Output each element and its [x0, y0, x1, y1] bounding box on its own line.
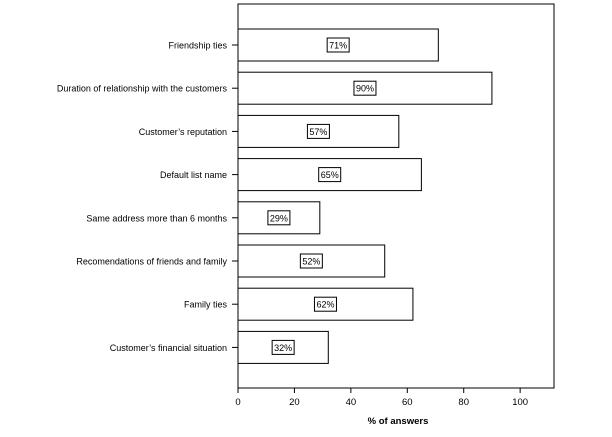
bar-group: 65% [237, 158, 422, 192]
category-labels: Friendship ties Duration of relationship … [57, 41, 238, 353]
data-label: 62% [316, 300, 334, 310]
bars-layer: 71% 90% 57% 65% 29% 52% 62% 32% [237, 28, 493, 364]
data-label-box [299, 253, 323, 269]
data-label: 90% [356, 84, 374, 94]
data-label-box [326, 37, 350, 53]
bar-group: 57% [237, 114, 400, 148]
bar-group: 52% [237, 244, 386, 278]
x-tick-label: 20 [289, 397, 300, 408]
data-label-box [267, 210, 291, 226]
category-label: Friendship ties [168, 41, 227, 51]
data-label-box [271, 339, 295, 355]
data-label-box [353, 80, 377, 96]
x-tick-label: 80 [458, 397, 469, 408]
category-label: Family ties [184, 300, 228, 310]
data-label: 71% [329, 41, 347, 51]
category-label: Default list name [160, 170, 227, 180]
category-label: Recomendations of friends and family [76, 257, 227, 267]
category-label: Customer’s reputation [139, 127, 227, 137]
data-label: 65% [321, 170, 339, 180]
data-label: 57% [309, 127, 327, 137]
x-tick-label: 40 [346, 397, 357, 408]
x-tick-label: 60 [402, 397, 413, 408]
bar-group: 71% [237, 28, 439, 62]
bar-group: 32% [237, 330, 329, 364]
bar-group: 62% [237, 287, 414, 321]
data-label: 29% [270, 213, 288, 223]
data-label-box [306, 123, 330, 139]
data-label: 32% [274, 343, 292, 353]
bar-group: 29% [237, 201, 321, 235]
category-label: Duration of relationship with the custom… [57, 84, 228, 94]
data-label: 52% [302, 257, 320, 267]
category-label: Customer’s financial situation [110, 343, 227, 353]
bar-group: 90% [237, 71, 493, 105]
data-label-box [313, 296, 337, 312]
plot-frame [237, 3, 555, 389]
x-axis-title: % of answers [368, 416, 429, 427]
x-tick-label: 0 [235, 397, 240, 408]
x-axis: 0 20 40 60 80 100 [235, 388, 528, 408]
data-label-box [318, 167, 342, 183]
x-tick-label: 100 [512, 397, 528, 408]
category-label: Same address more than 6 months [86, 213, 227, 223]
